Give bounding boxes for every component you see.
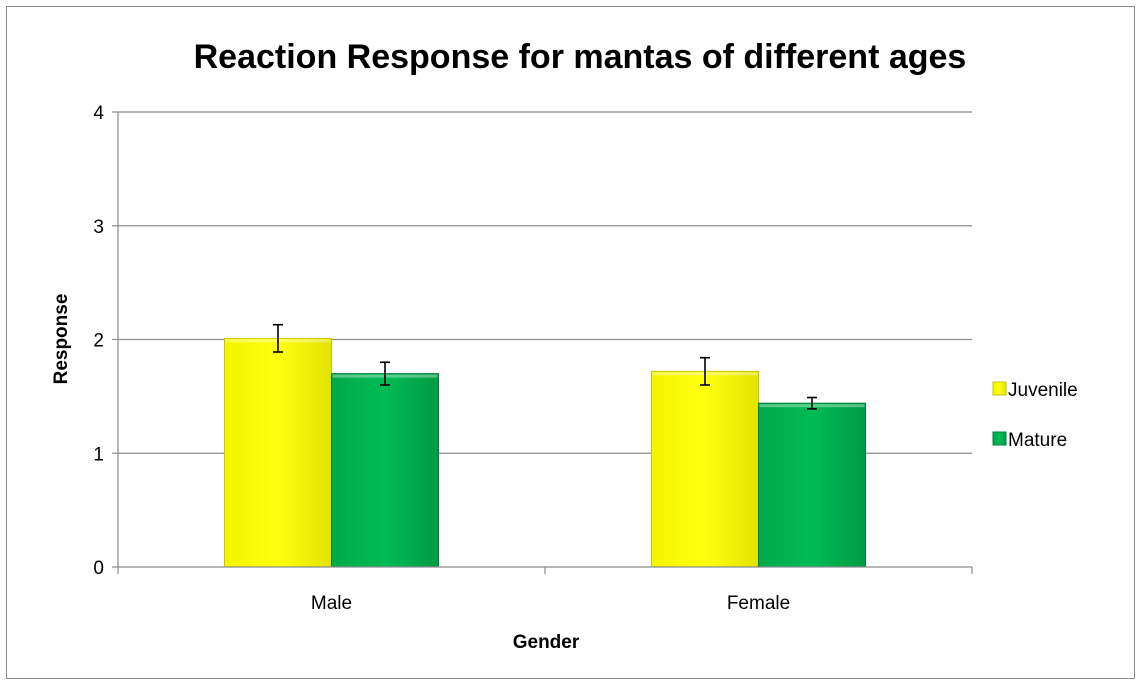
bar-juvenile-female [651,370,759,568]
y-tick-label: 2 [93,331,104,352]
x-tick-label: Female [727,593,790,614]
bar-mature-female [758,402,866,568]
y-tick-label: 1 [93,444,104,465]
legend-item-juvenile: Juvenile [992,380,1078,401]
error-bar [380,361,390,386]
y-tick-labels: 0 1 2 3 4 [93,103,104,579]
error-bar [700,356,710,386]
legend: Juvenile Mature [992,380,1078,451]
legend-swatch [992,381,1007,396]
y-tick-label: 4 [93,103,104,124]
x-tick-label: Male [311,593,352,614]
chart-title: Reaction Response for mantas of differen… [194,38,967,76]
error-bars [273,323,817,410]
x-axis-label: Gender [513,632,580,653]
bar-mature-male [331,373,439,568]
axes [112,111,973,574]
legend-swatch [992,431,1007,446]
legend-label: Mature [1008,430,1067,451]
y-tick-label: 0 [93,558,104,579]
x-tick-labels: Male Female [311,593,790,614]
bar-juvenile-male [224,337,332,568]
error-bar [273,323,283,353]
legend-item-mature: Mature [992,430,1067,451]
error-bar [807,396,817,410]
y-axis-label: Response [51,294,72,385]
y-tick-label: 3 [93,217,104,238]
legend-label: Juvenile [1008,380,1078,401]
